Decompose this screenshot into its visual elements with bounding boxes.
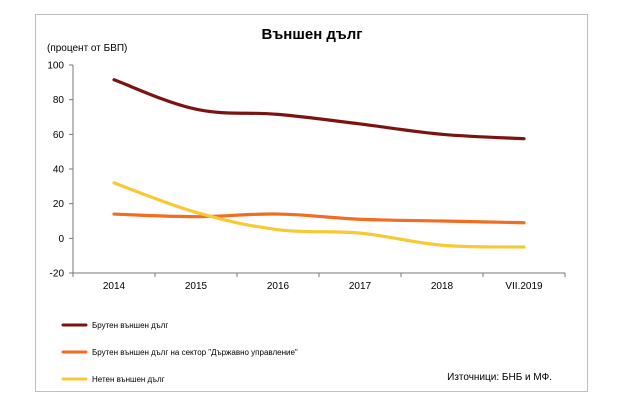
y-tick-label: 60: [53, 130, 65, 141]
y-unit-label: (процент от БВП): [47, 43, 127, 54]
x-tick-label: 2014: [103, 281, 126, 292]
legend: Брутен външен дълг Брутен външен дълг на …: [61, 321, 298, 384]
y-tick-label: 20: [53, 199, 65, 210]
x-tick-label: 2015: [185, 281, 208, 292]
legend-label-1: Брутен външен дълг на сектор "Държавно у…: [92, 348, 298, 357]
y-tick-label: 40: [53, 165, 65, 176]
x-tick-label: 2017: [349, 281, 372, 292]
y-tick-label: -20: [50, 269, 65, 280]
x-tick-label: 2018: [431, 281, 454, 292]
series-line-1: [112, 212, 526, 225]
y-tick-label: 100: [47, 61, 64, 72]
series-line-2: [112, 181, 526, 249]
chart-title: Външен дълг: [262, 26, 363, 43]
series-lines: [112, 78, 526, 249]
source-note: Източници: БНБ и МФ.: [447, 372, 552, 383]
legend-label-2: Нетен външен дълг: [92, 375, 165, 384]
chart-frame: [35, 14, 588, 392]
axes: 100 80 60 40 20 0 -20 2014 2015 2016 2017 2018 VII.2…: [47, 61, 566, 292]
y-tick-label: 0: [58, 234, 64, 245]
x-tick-label: 2016: [267, 281, 290, 292]
x-tick-label: VII.2019: [505, 281, 543, 292]
y-tick-label: 80: [53, 95, 65, 106]
series-line-0: [112, 78, 526, 141]
legend-label-0: Брутен външен дълг: [92, 321, 168, 330]
